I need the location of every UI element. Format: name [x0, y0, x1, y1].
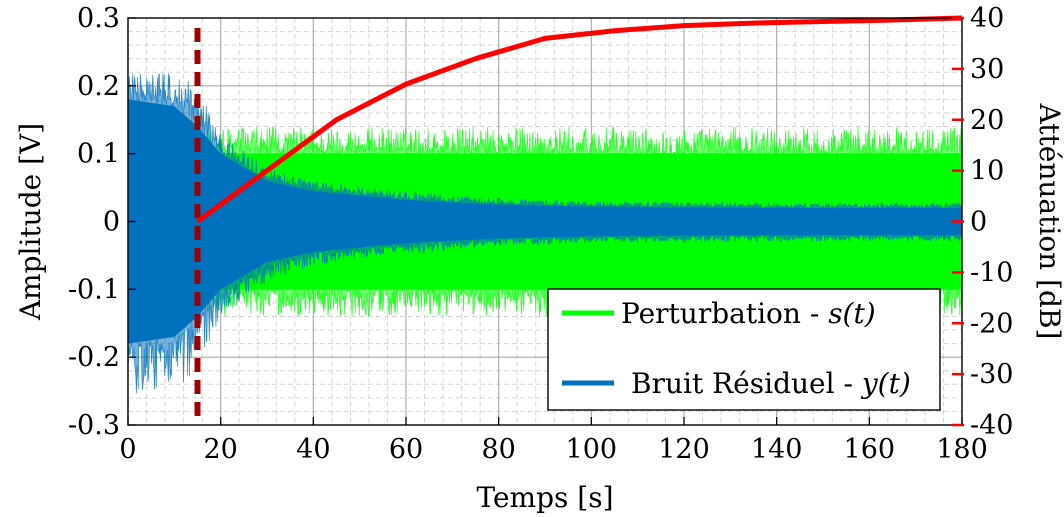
y-axis-label: Amplitude [V]	[14, 123, 47, 321]
y2-axis-label: Atténuation [dB]	[1033, 103, 1064, 340]
y-tick-label: 0.1	[77, 139, 120, 170]
y2-tick-label: -30	[970, 359, 1013, 390]
x-tick-label: 80	[481, 434, 515, 465]
legend: Perturbation - s(t) Bruit Résiduel - y(t…	[547, 288, 941, 411]
x-tick-label: 40	[296, 434, 330, 465]
ticks	[127, 16, 964, 427]
y-tick-label: 0.2	[77, 71, 120, 102]
y-tick-label: -0.2	[68, 342, 120, 373]
legend-label-residual-noise: Bruit Résiduel - y(t)	[631, 367, 911, 400]
y2-tick-label: -40	[970, 410, 1013, 441]
y-tick-label: 0.3	[77, 3, 120, 34]
x-tick-label: 180	[936, 434, 988, 465]
y-tick-label: 0	[103, 207, 120, 238]
legend-label-perturbation: Perturbation - s(t)	[621, 297, 876, 330]
y2-tick-label: -20	[970, 308, 1013, 339]
legend-box	[547, 288, 941, 411]
y-tick-label: -0.3	[68, 410, 120, 441]
y-tick-label: -0.1	[68, 274, 120, 305]
y2-tick-label: 30	[970, 54, 1004, 85]
y2-tick-label: 20	[970, 105, 1004, 136]
x-tick-label: 60	[389, 434, 423, 465]
x-tick-label: 120	[658, 434, 710, 465]
x-tick-label: 160	[844, 434, 896, 465]
x-tick-label: 140	[751, 434, 803, 465]
x-tick-label: 0	[119, 434, 136, 465]
y2-tick-label: 40	[970, 3, 1004, 34]
x-tick-label: 20	[203, 434, 237, 465]
tick-labels: 0 20 40 60 80 100 120 140 160 180-0.3-0.2-0.100.1…	[68, 3, 1014, 465]
series-attenuation-line	[196, 15, 963, 224]
y2-tick-label: 10	[970, 156, 1004, 187]
y2-tick-label: 0	[970, 207, 987, 238]
x-tick-label: 100	[566, 434, 618, 465]
y2-tick-label: -10	[970, 257, 1013, 288]
x-axis-label: Temps [s]	[476, 481, 613, 514]
